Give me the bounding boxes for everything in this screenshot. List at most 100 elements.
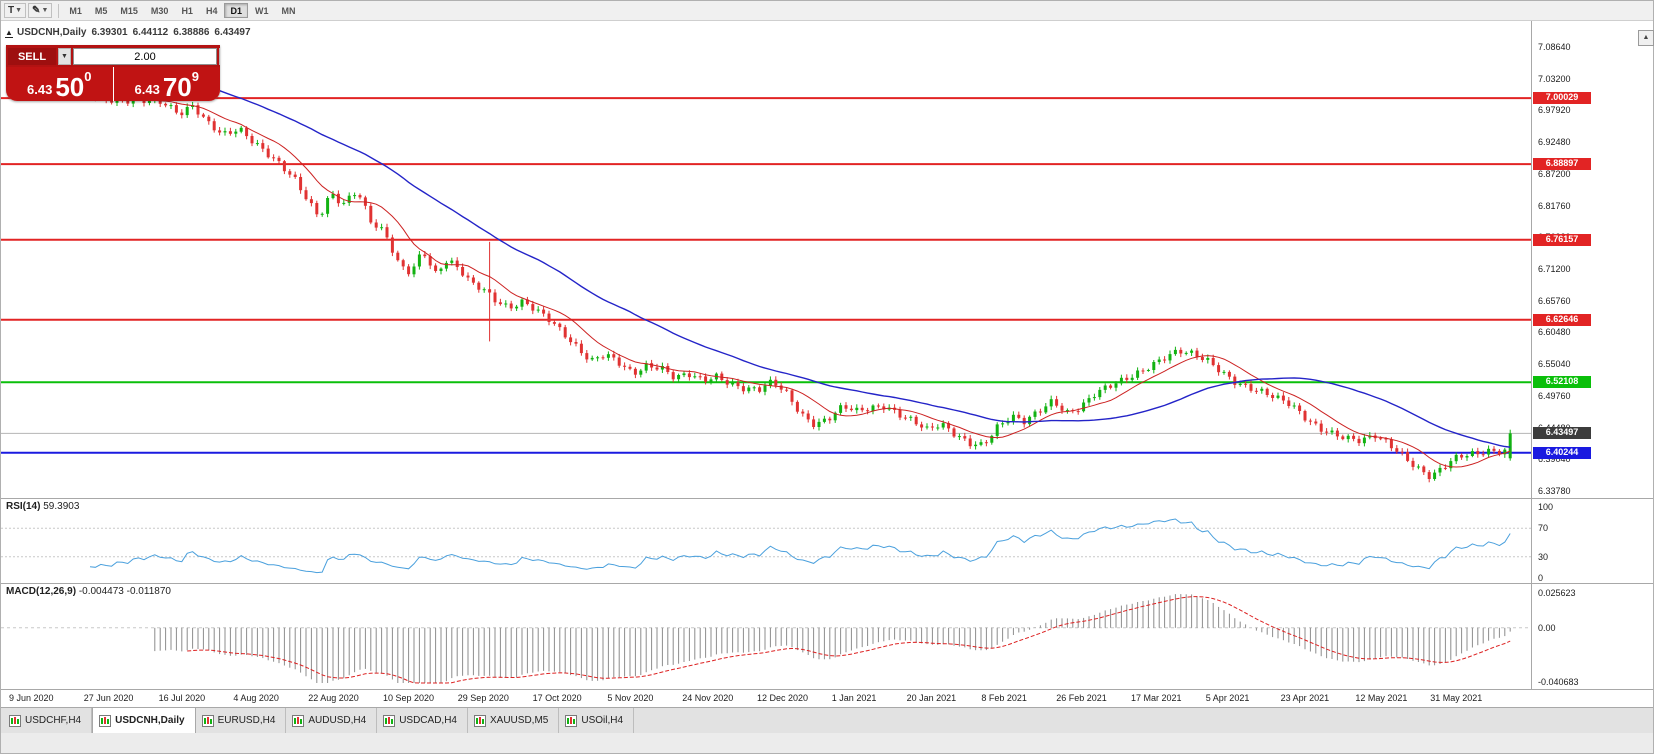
time-axis-label: 20 Jan 2021 [906, 693, 957, 703]
time-axis-label: 22 Aug 2020 [308, 693, 359, 703]
rsi-pane [1, 518, 1531, 574]
tab-label: EURUSD,H4 [217, 715, 276, 726]
time-axis-label: 12 May 2021 [1355, 693, 1408, 703]
trade-panel-prices: 6.43 50 0 6.43 70 9 [6, 67, 220, 101]
price-axis-label: 6.49760 [1538, 390, 1571, 401]
level-price-tag: 7.00029 [1533, 92, 1591, 105]
trade-panel-controls: SELL ▼ ▲ BUY [6, 45, 220, 67]
rsi-axis-label: 30 [1538, 551, 1549, 562]
timeframe-buttons: M1 M5 M15 M30 H1 H4 D1 W1 MN [63, 3, 302, 18]
rsi-axis-label: 70 [1538, 523, 1549, 534]
volume-input[interactable] [73, 48, 217, 65]
rsi-header: RSI(14) 59.3903 [6, 501, 79, 512]
level-price-tag: 6.62646 [1533, 313, 1591, 326]
price-axis-label: 6.71200 [1538, 264, 1571, 274]
timeframe-button-m30[interactable]: M30 [145, 3, 175, 18]
chart-tab-usdcnh-daily[interactable]: USDCNH,Daily [92, 708, 196, 733]
sell-price-sup: 0 [84, 69, 92, 84]
rsi-axis-label: 100 [1538, 502, 1554, 512]
toolbar-divider [58, 3, 60, 18]
ohlc-low: 6.38886 [173, 27, 210, 38]
sell-price-base: 6.43 [27, 82, 53, 97]
sell-price-big: 50 [55, 72, 85, 101]
chart-canvas [1, 48, 1531, 684]
pane-separator[interactable] [1, 498, 1653, 499]
time-axis-label: 12 Dec 2020 [757, 693, 809, 703]
time-axis-label: 4 Aug 2020 [233, 693, 279, 703]
timeframe-button-d1[interactable]: D1 [224, 3, 248, 18]
rsi-value: 59.3903 [43, 501, 80, 512]
volume-decrease-button[interactable]: ▼ [58, 48, 71, 65]
price-axis-label: 6.44480 [1538, 422, 1571, 433]
time-axis-label: 27 Jun 2020 [83, 693, 134, 703]
chart-icon [99, 714, 112, 727]
tab-label: USDCAD,H4 [399, 715, 457, 726]
time-axis-label: 26 Feb 2021 [1056, 693, 1107, 703]
chart-tab-audusd-h4[interactable]: AUDUSD,H4 [286, 708, 378, 733]
price-axis-label: 6.87200 [1538, 168, 1571, 179]
timeframe-button-m15[interactable]: M15 [114, 3, 144, 18]
chart-tab-usdchf-h4[interactable]: USDCHF,H4 [3, 708, 93, 733]
price-axis-label: 6.65760 [1538, 295, 1571, 306]
text-tool-button[interactable]: T ▼ [4, 3, 27, 18]
collapse-arrow-icon: ▲ [5, 28, 13, 38]
time-axis-label: 17 Mar 2021 [1131, 693, 1182, 703]
ohlc-close: 6.43497 [214, 27, 251, 38]
price-axis-label: 6.92480 [1538, 137, 1571, 148]
timeframe-button-m5[interactable]: M5 [89, 3, 114, 18]
top-toolbar: T ▼ ✎ ▼ M1 M5 M15 M30 H1 H4 D1 W1 MN [1, 1, 1653, 21]
macd-label: MACD(12,26,9) [6, 586, 77, 597]
price-pane [1, 48, 1531, 483]
current-price-tag: 6.43497 [1533, 427, 1591, 440]
timeframe-button-m1[interactable]: M1 [63, 3, 88, 18]
chevron-down-icon: ▼ [15, 7, 23, 14]
time-axis-label: 23 Apr 2021 [1280, 693, 1330, 703]
chart-tab-eurusd-h4[interactable]: EURUSD,H4 [195, 708, 287, 733]
timeframe-button-mn[interactable]: MN [275, 3, 301, 18]
timeframe-button-h4[interactable]: H4 [200, 3, 224, 18]
volume-increase-button[interactable]: ▲ [219, 48, 220, 65]
chart-icon [473, 714, 486, 727]
ohlc-open: 6.39301 [91, 27, 128, 38]
price-axis-label: 6.39040 [1538, 454, 1571, 465]
pane-separator[interactable] [1, 583, 1653, 584]
time-axis-label: 10 Sep 2020 [383, 693, 435, 703]
price-axis-label: 6.55040 [1538, 359, 1571, 370]
chart-tab-usoil-h4[interactable]: USOil,H4 [559, 708, 635, 733]
time-axis-label: 8 Feb 2021 [981, 693, 1027, 703]
time-axis-label: 17 Oct 2020 [532, 693, 582, 703]
crayon-tool-button[interactable]: ✎ ▼ [28, 3, 53, 18]
chart-tab-bar: USDCHF,H4 USDCNH,Daily EURUSD,H4 AUDUSD,H4 U… [1, 707, 1653, 733]
chart-symbol-period: USDCNH,Daily [17, 27, 87, 38]
sell-price-button[interactable]: 6.43 50 0 [6, 67, 113, 101]
pane-separator [1, 689, 1653, 690]
time-axis-label: 24 Nov 2020 [682, 693, 734, 703]
price-axis-label: 6.97920 [1538, 105, 1571, 116]
one-click-trading-panel: SELL ▼ ▲ BUY 6.43 50 0 6.43 70 9 [6, 45, 220, 101]
time-axis-label: 5 Nov 2020 [607, 693, 654, 703]
timeframe-button-w1[interactable]: W1 [249, 3, 275, 18]
text-tool-label: T [8, 5, 15, 16]
timeframe-button-h1[interactable]: H1 [175, 3, 199, 18]
price-axis-label: 7.08640 [1538, 42, 1571, 52]
macd-main-value: -0.004473 [78, 586, 124, 597]
level-price-tag: 6.40244 [1533, 446, 1591, 459]
macd-axis-label: 0.00 [1538, 622, 1556, 633]
time-axis-label: 29 Sep 2020 [457, 693, 509, 703]
chart-icon [9, 714, 21, 727]
time-axis-label: 16 Jul 2020 [158, 693, 206, 703]
price-axis-label: 6.81760 [1538, 200, 1571, 211]
chart-tab-usdcad-h4[interactable]: USDCAD,H4 [377, 708, 468, 733]
macd-signal-value: -0.011870 [126, 586, 171, 597]
price-axis-separator [1531, 21, 1532, 689]
chart-icon [565, 714, 578, 727]
scroll-up-button[interactable]: ▲ [1638, 30, 1654, 46]
rsi-axis-label: 0 [1538, 573, 1544, 583]
chart-icon [383, 714, 396, 727]
chart-tab-xauusd-m5[interactable]: XAUUSD,M5 [467, 708, 560, 733]
macd-axis-label: -0.040683 [1538, 677, 1579, 687]
buy-price-button[interactable]: 6.43 70 9 [113, 67, 220, 101]
sell-button[interactable]: SELL [8, 48, 56, 65]
